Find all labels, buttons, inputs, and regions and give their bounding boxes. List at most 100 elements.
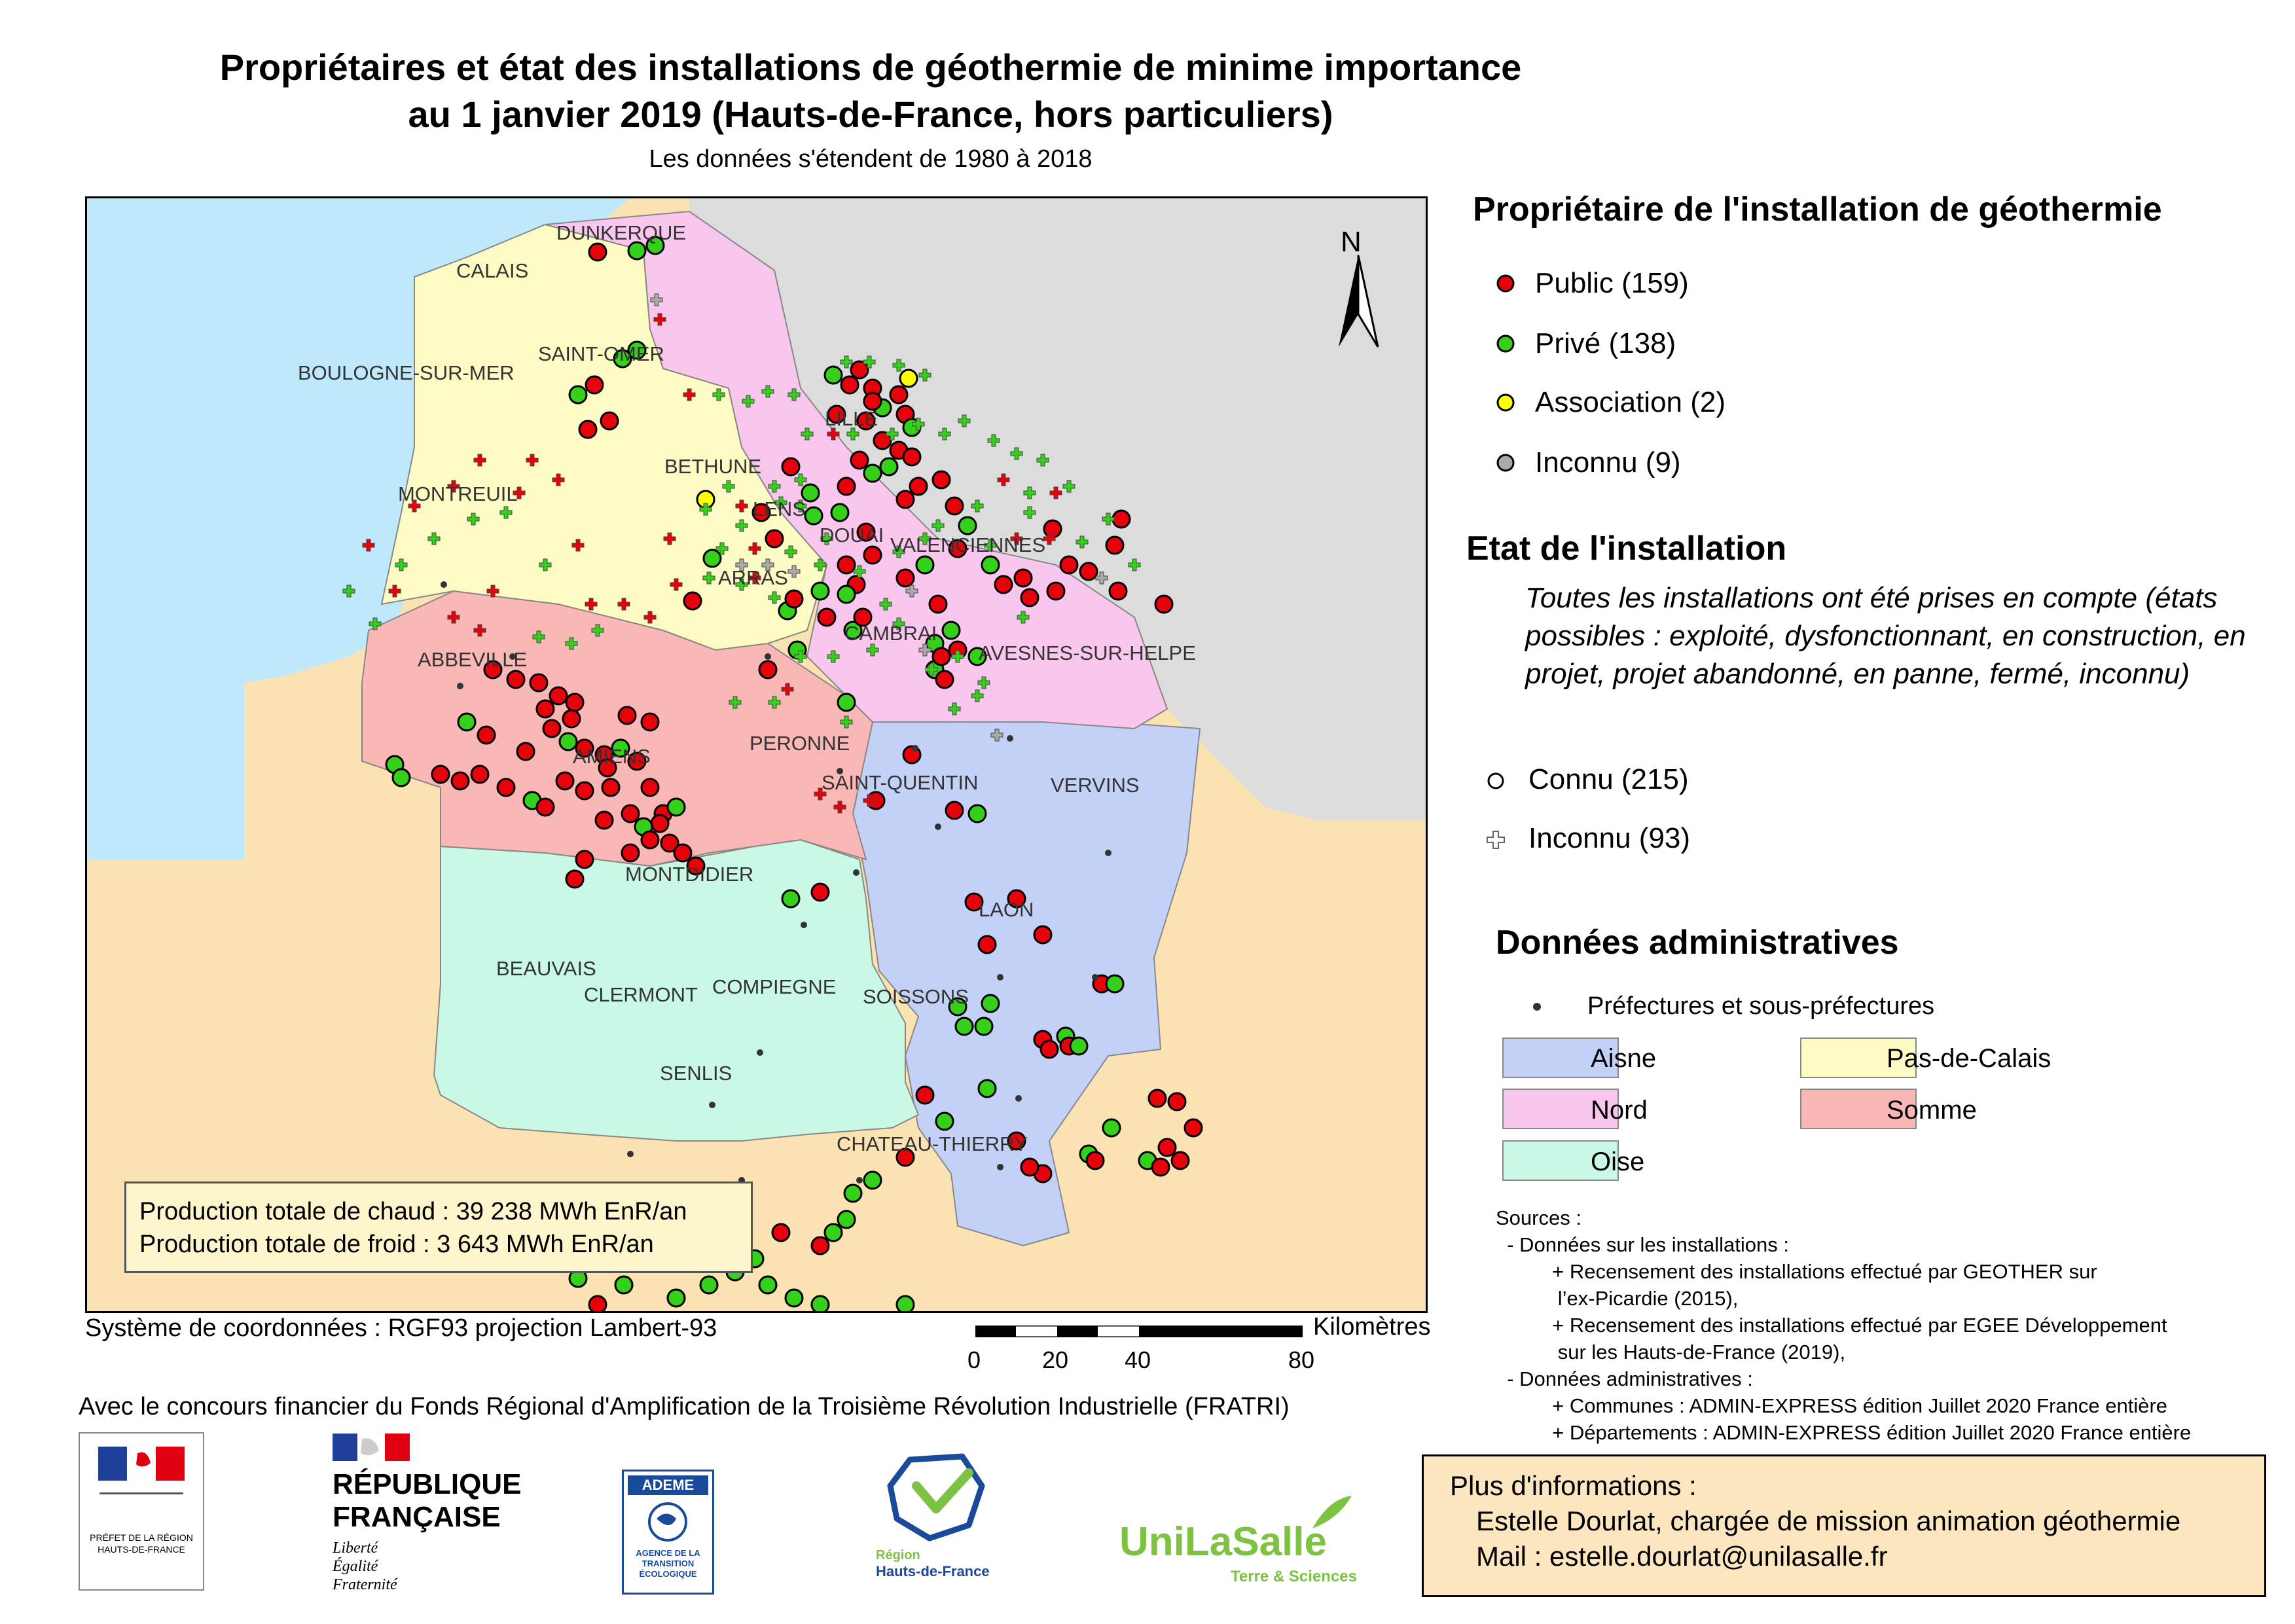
installation-marker-unknown xyxy=(729,696,742,709)
installation-marker-unknown xyxy=(918,643,931,657)
city-label-dunkerque: DUNKERQUE xyxy=(556,221,687,244)
prefecture-dot xyxy=(801,922,807,928)
installation-marker-known xyxy=(496,778,516,797)
installation-marker-known xyxy=(967,647,987,666)
installation-marker-known xyxy=(899,369,918,388)
installation-marker-known xyxy=(837,585,856,604)
installation-marker-known xyxy=(935,670,954,689)
city-label-clermont: CLERMONT xyxy=(584,983,698,1006)
installation-marker-unknown xyxy=(892,617,905,630)
installation-marker-known xyxy=(771,1223,791,1242)
legend-connu: Connu (215) xyxy=(1528,763,1689,795)
installation-marker-known xyxy=(575,738,594,758)
city-label-abbeville: ABBEVILLE xyxy=(418,648,528,671)
prefet-label: PRÉFET DE LA RÉGION HAUTS-DE-FRANCE xyxy=(90,1532,193,1555)
info-box: Plus d'informations : Estelle Dourlat, c… xyxy=(1422,1454,2266,1597)
legend-prive-marker xyxy=(1496,334,1515,353)
sea xyxy=(87,198,630,859)
prefecture-dot xyxy=(509,653,516,660)
installation-marker-known xyxy=(843,621,863,640)
installation-marker-unknown xyxy=(794,473,807,486)
republique-motto-1: Liberté xyxy=(333,1540,378,1557)
legend-oise-swatch xyxy=(1502,1140,1619,1181)
installation-marker-unknown xyxy=(840,355,853,369)
legend-nord: Nord xyxy=(1591,1096,1648,1125)
installation-marker-known xyxy=(699,1275,719,1295)
installation-marker-known xyxy=(640,830,660,850)
installation-marker-known xyxy=(645,236,665,255)
installation-marker-known xyxy=(640,778,660,797)
installation-marker-known xyxy=(781,889,801,909)
prefecture-dot xyxy=(627,1151,634,1157)
prefecture-dot xyxy=(757,1049,763,1056)
scale-tick-20: 20 xyxy=(1042,1346,1069,1373)
installation-marker-known xyxy=(895,1147,915,1167)
north-label: N xyxy=(1341,226,1362,258)
installation-marker-known xyxy=(1079,562,1098,581)
republique-motto-3: Fraternité xyxy=(333,1576,397,1593)
installation-marker-known xyxy=(621,804,640,823)
installation-marker-unknown xyxy=(715,542,729,555)
installation-marker-known xyxy=(686,856,706,876)
installation-marker-unknown xyxy=(653,313,666,326)
installation-marker-unknown xyxy=(990,729,1003,742)
installation-marker-known xyxy=(810,1295,830,1311)
city-label-avesnes: AVESNES-SUR-HELPE xyxy=(979,641,1196,664)
city-label-douai: DOUAI xyxy=(820,524,884,547)
installation-marker-known xyxy=(945,496,964,516)
prefecture-dot xyxy=(1015,1095,1022,1102)
city-label-calais: CALAIS xyxy=(456,259,529,282)
installation-marker-known xyxy=(1085,1151,1105,1170)
installation-marker-known xyxy=(784,1288,804,1308)
installation-marker-known xyxy=(611,738,630,758)
installation-marker-unknown xyxy=(539,558,552,571)
installation-marker-unknown xyxy=(794,499,807,513)
installation-marker-known xyxy=(660,833,679,853)
prefecture-dot xyxy=(709,1102,715,1108)
map-title-line1: Propriétaires et état des installations … xyxy=(219,46,1522,88)
installation-marker-unknown xyxy=(892,545,905,558)
installation-marker-known xyxy=(830,503,850,522)
legend-cross-marker xyxy=(1487,831,1505,849)
installation-marker-unknown xyxy=(683,388,696,401)
republique-logo: RÉPUBLIQUE FRANÇAISE Liberté Égalité Fra… xyxy=(333,1434,542,1593)
installation-marker-unknown xyxy=(467,513,480,526)
installation-marker-known xyxy=(613,349,632,369)
installation-marker-known xyxy=(1059,555,1079,575)
installation-marker-known xyxy=(945,801,964,820)
installation-marker-known xyxy=(470,765,490,784)
installation-marker-known xyxy=(450,771,470,791)
legend-pas-de-calais-swatch xyxy=(1800,1038,1917,1078)
production-cold: Production totale de froid : 3 643 MWh E… xyxy=(139,1231,654,1258)
info-line1: Plus d'informations : xyxy=(1450,1470,1697,1501)
installation-marker-known xyxy=(981,555,1000,575)
installation-marker-known xyxy=(837,477,856,496)
installation-marker-known xyxy=(535,797,555,817)
installation-marker-known xyxy=(915,1085,935,1105)
installation-marker-unknown xyxy=(827,427,840,441)
installation-marker-unknown xyxy=(1036,454,1049,467)
installation-marker-unknown xyxy=(987,434,1000,447)
installation-marker-known xyxy=(1184,1118,1203,1138)
installation-marker-unknown xyxy=(997,473,1010,486)
installation-marker-unknown xyxy=(1102,513,1115,526)
installation-marker-known xyxy=(935,1111,954,1131)
installation-marker-unknown xyxy=(643,611,657,624)
unilasalle-leaf-icon xyxy=(1312,1496,1352,1528)
installation-marker-unknown xyxy=(532,630,545,643)
installation-marker-known xyxy=(585,375,604,395)
installation-marker-unknown xyxy=(918,532,931,545)
installation-marker-known xyxy=(565,693,585,712)
installation-marker-unknown xyxy=(735,558,748,571)
north-arrow-icon xyxy=(1339,255,1379,348)
installation-marker-known xyxy=(1148,1089,1167,1108)
installation-marker-known xyxy=(1020,1157,1039,1177)
installation-marker-unknown xyxy=(866,643,879,657)
installation-marker-known xyxy=(895,1295,915,1311)
legend-somme-swatch xyxy=(1800,1089,1917,1129)
installation-marker-known xyxy=(823,1223,843,1242)
installation-marker-known xyxy=(889,385,909,405)
installation-marker-unknown xyxy=(761,385,774,398)
installation-marker-unknown xyxy=(712,388,725,401)
installation-marker-known xyxy=(850,450,869,470)
